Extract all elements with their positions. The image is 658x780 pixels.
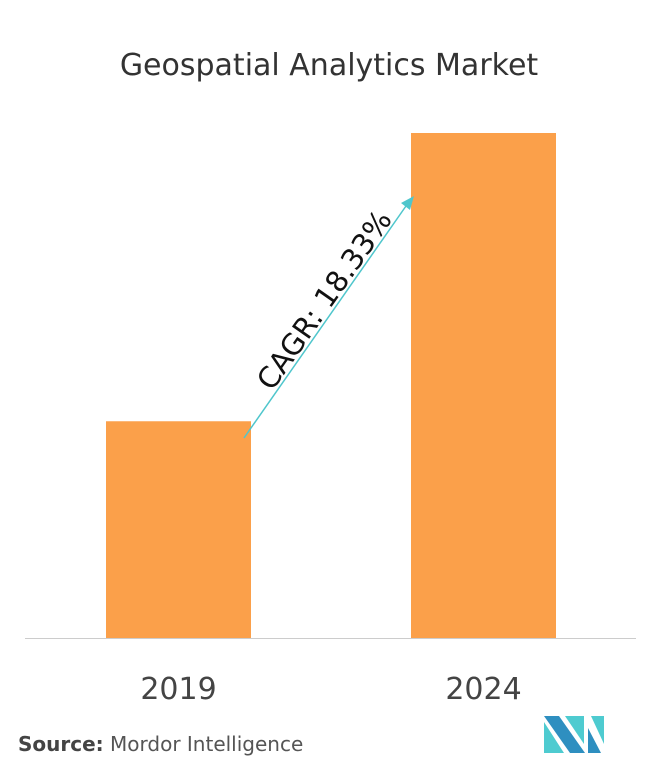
bar-2019 <box>106 421 251 638</box>
chart-title: Geospatial Analytics Market <box>119 48 539 83</box>
bar-2024 <box>411 133 556 638</box>
cagr-annotation: CAGR: 18.33% <box>250 204 399 396</box>
cagr-arrow-line <box>243 205 407 439</box>
x-tick-label: 2019 <box>140 672 216 707</box>
source-text: Mordor Intelligence <box>110 732 304 756</box>
cagr-arrow-head <box>401 196 414 210</box>
source-label: Source: <box>18 732 104 756</box>
source-note: Source: Mordor Intelligence <box>18 732 303 756</box>
x-tick-label: 2024 <box>445 672 521 707</box>
mordor-logo <box>544 716 604 753</box>
